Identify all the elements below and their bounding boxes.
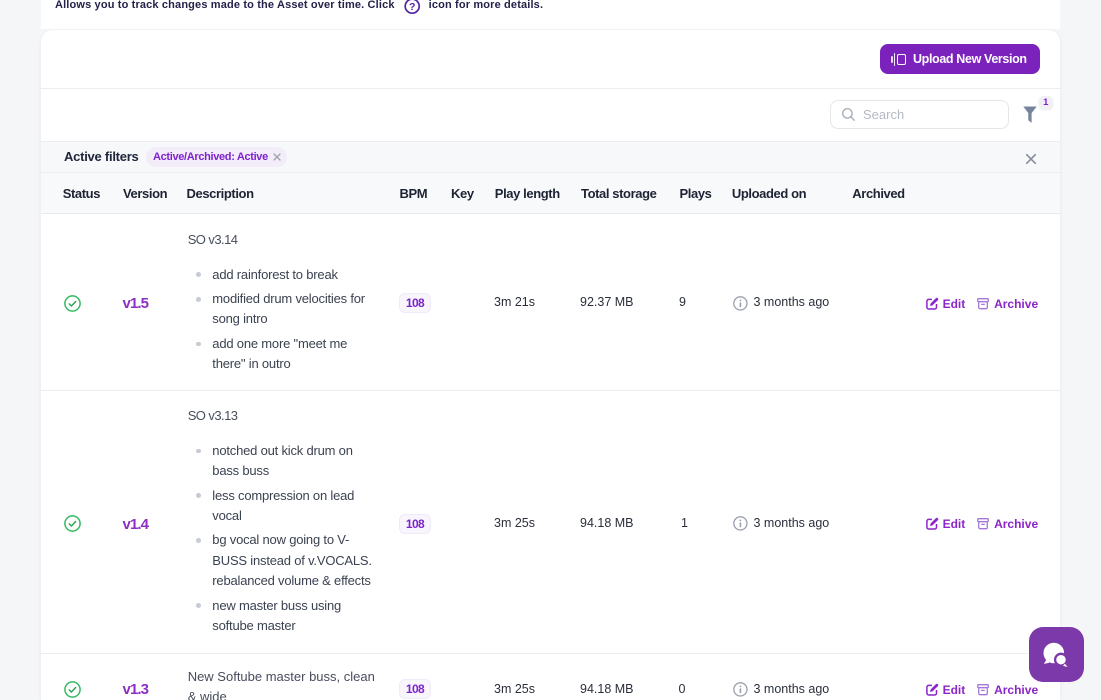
svg-text:?: ? — [409, 1, 415, 13]
